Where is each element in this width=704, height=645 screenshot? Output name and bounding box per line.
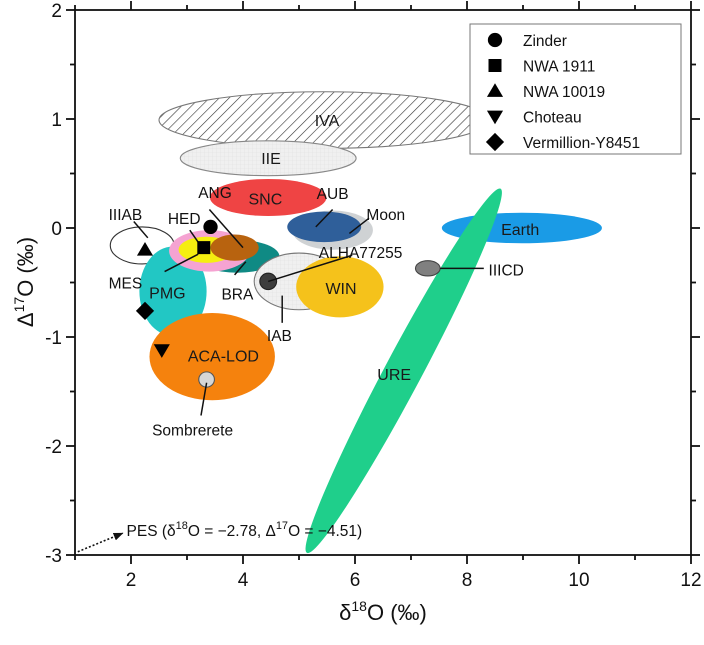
field-aub [287,211,362,243]
legend-marker-zinder [487,32,503,48]
field-label-ang: ANG [198,185,232,202]
x-tick-label: 4 [238,570,249,591]
pes-arrow [77,532,124,553]
x-tick-label: 12 [680,570,701,591]
legend-marker-nwa-1911 [488,59,502,72]
legend-label: Choteau [523,110,582,127]
legend-marker-choteau [486,110,504,125]
field-label-hed: HED [168,211,201,228]
field-aca-lod [149,313,275,401]
field-ang [210,234,259,261]
field-label-ure: URE [377,367,411,384]
leader-line-aub [315,208,334,228]
leader-line-moon [348,217,370,235]
pes-annotation: PES (δ18O = −2.78, Δ17O = −4.51) [127,520,363,540]
field-label-win: WIN [325,281,356,298]
axis-titles: δ18O (‰) Δ17O (‰) [11,237,427,625]
y-tick-label: -3 [45,546,62,567]
leader-line-alha77255 [267,254,353,283]
field-win [296,256,384,318]
field-label-iva: IVA [315,113,340,130]
field-label-aub: AUB [317,186,349,203]
x-axis-title: δ18O (‰) [339,598,427,625]
field-iie [179,140,357,177]
x-tick-label: 2 [126,570,137,591]
legend-label: NWA 1911 [523,59,595,76]
field-label-iiicd: IIICD [489,262,524,279]
field-label-bra: BRA [221,286,254,303]
leader-lines [133,208,484,416]
legend-label: Vermillion-Y8451 [523,135,640,152]
point-nwa-1911 [197,241,211,255]
legend: Zinder NWA 1911 NWA 10019 Choteau Vermillion… [469,23,682,155]
field-label-alha77255: ALHA77255 [319,245,403,262]
fields-layer [109,91,602,554]
field-label-sombrerete: Sombrerete [152,423,233,440]
legend-entry-choteau: Choteau [486,110,582,127]
y-tick-label: -2 [45,437,62,458]
leader-line-sombrerete [200,382,208,416]
y-tick-label: 0 [51,219,62,240]
field-ure [305,188,502,554]
field-labels: IVA IIE SNC Moon AUB Earth IIIAB PMG BRA HED MES AN… [109,113,540,440]
legend-label: Zinder [523,33,567,50]
field-label-mes: MES [109,276,143,293]
leader-line-hed [189,229,199,243]
sample-points [135,219,218,358]
y-tick-label: -1 [45,328,62,349]
x-tick-label: 8 [462,570,473,591]
annotations: PES (δ18O = −2.78, Δ17O = −4.51) [77,520,363,553]
field-iiicd [414,260,441,277]
legend-entry-nwa-1911: NWA 1911 [488,59,595,76]
field-label-earth: Earth [501,222,539,239]
legend-box [469,23,682,155]
legend-entry-zinder: Zinder [487,32,567,50]
point-nwa-10019 [136,242,154,256]
field-snc [209,178,327,217]
field-label-pmg: PMG [149,285,185,302]
y-tick-label: 2 [51,1,62,22]
y-tick-label: 1 [51,110,62,131]
field-label-iie: IIE [261,151,281,168]
field-label-iiiab: IIIAB [109,207,143,224]
legend-marker-nwa-10019 [486,83,504,97]
field-label-snc: SNC [249,192,283,209]
point-choteau [153,344,170,358]
field-label-moon: Moon [366,207,405,224]
field-label-aca-lod: ACA-LOD [188,349,259,366]
leader-line-bra [234,261,247,276]
legend-entry-nwa-10019: NWA 10019 [486,83,605,101]
legend-marker-vermillion-y8451 [485,132,505,152]
field-alha77255 [259,272,278,291]
leader-line-iiiab [133,220,149,239]
x-tick-label: 10 [568,570,589,591]
legend-label: NWA 10019 [523,84,605,101]
leader-line-ang [208,208,244,249]
y-axis-title: Δ17O (‰) [11,237,38,327]
point-zinder [203,219,218,235]
legend-entry-vermillion-y8451: Vermillion-Y8451 [485,132,640,152]
x-tick-label: 6 [350,570,361,591]
leader-line-mes [164,253,199,273]
field-label-iab: IAB [267,328,292,345]
point-vermillion-y8451 [135,301,155,320]
